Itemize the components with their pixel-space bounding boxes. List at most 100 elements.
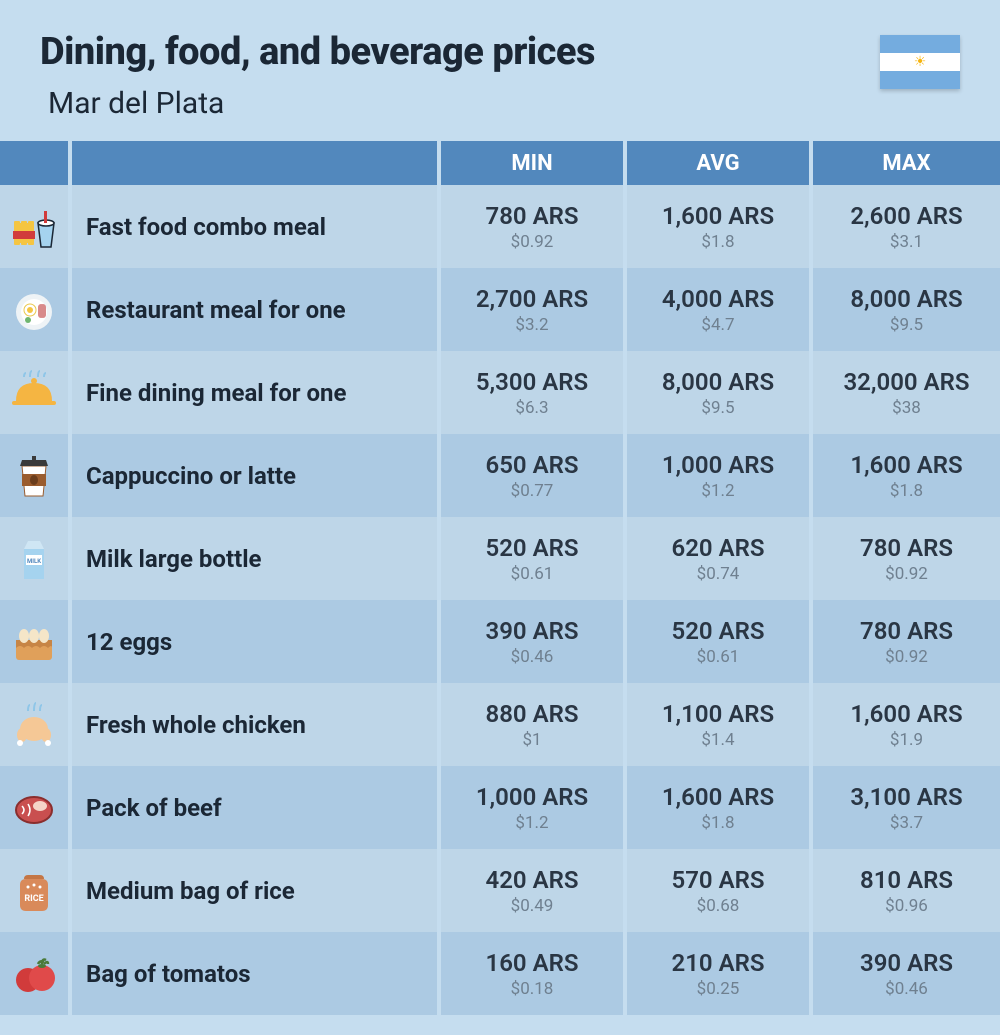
price-avg-ars: 1,600 ARS	[662, 783, 774, 811]
price-avg-usd: $0.74	[697, 564, 740, 584]
price-max: 780 ARS$0.92	[813, 600, 1000, 683]
price-min: 650 ARS$0.77	[441, 434, 627, 517]
tomato-icon	[0, 932, 72, 1015]
beef-icon	[0, 766, 72, 849]
price-max-usd: $38	[892, 398, 921, 418]
table-row: Fresh whole chicken880 ARS$11,100 ARS$1.…	[0, 683, 1000, 766]
price-avg-usd: $1.2	[701, 481, 734, 501]
price-min: 420 ARS$0.49	[441, 849, 627, 932]
item-name: Bag of tomatos	[72, 932, 441, 1015]
item-name: Milk large bottle	[72, 517, 441, 600]
col-header-icon	[0, 141, 72, 185]
rice-icon	[0, 849, 72, 932]
price-max-usd: $9.5	[890, 315, 923, 335]
price-max-usd: $0.92	[885, 564, 928, 584]
price-avg-usd: $4.7	[701, 315, 734, 335]
price-max: 2,600 ARS$3.1	[813, 185, 1000, 268]
price-min-usd: $1	[522, 730, 541, 750]
table-row: Pack of beef1,000 ARS$1.2 1,600 ARS$1.8 3,…	[0, 766, 1000, 849]
chicken-icon	[0, 683, 72, 766]
price-max: 1,600 ARS$1.9	[813, 683, 1000, 766]
table-body: Fast food combo meal780 ARS$0.921,600 AR…	[0, 185, 1000, 1015]
table-row: Medium bag of rice420 ARS$0.49570 ARS$0.…	[0, 849, 1000, 932]
item-name: 12 eggs	[72, 600, 441, 683]
price-min-usd: $6.3	[515, 398, 548, 418]
price-min: 2,700 ARS$3.2	[441, 268, 627, 351]
price-avg-ars: 1,600 ARS	[662, 202, 774, 230]
item-name: Fine dining meal for one	[72, 351, 441, 434]
price-max-usd: $3.1	[890, 232, 923, 252]
price-min: 5,300 ARS$6.3	[441, 351, 627, 434]
price-max: 1,600 ARS$1.8	[813, 434, 1000, 517]
price-min: 520 ARS$0.61	[441, 517, 627, 600]
price-min-ars: 160 ARS	[485, 949, 578, 977]
price-max-ars: 8,000 ARS	[850, 285, 962, 313]
price-min-usd: $0.92	[511, 232, 554, 252]
price-max-ars: 780 ARS	[860, 534, 953, 562]
price-min-usd: $0.46	[511, 647, 554, 667]
cloche-icon	[0, 351, 72, 434]
price-max-usd: $3.7	[890, 813, 923, 833]
price-min-ars: 5,300 ARS	[476, 368, 588, 396]
table-row: 12 eggs390 ARS$0.46520 ARS$0.61780 ARS$0…	[0, 600, 1000, 683]
fastfood-icon	[0, 185, 72, 268]
item-name: Restaurant meal for one	[72, 268, 441, 351]
price-max-ars: 32,000 ARS	[843, 368, 969, 396]
price-max: 390 ARS$0.46	[813, 932, 1000, 1015]
price-avg-usd: $9.5	[701, 398, 734, 418]
header-text: Dining, food, and beverage prices Mar de…	[40, 30, 880, 121]
price-min-ars: 520 ARS	[485, 534, 578, 562]
table-row: Fine dining meal for one5,300 ARS$6.38,0…	[0, 351, 1000, 434]
price-max: 3,100 ARS$3.7	[813, 766, 1000, 849]
price-avg-ars: 4,000 ARS	[662, 285, 774, 313]
item-name: Medium bag of rice	[72, 849, 441, 932]
col-header-avg: AVG	[627, 141, 813, 185]
price-min: 390 ARS$0.46	[441, 600, 627, 683]
price-min-usd: $0.18	[511, 979, 554, 999]
price-avg-ars: 520 ARS	[671, 617, 764, 645]
price-avg-ars: 1,000 ARS	[662, 451, 774, 479]
item-name: Cappuccino or latte	[72, 434, 441, 517]
item-name: Fresh whole chicken	[72, 683, 441, 766]
table-row: Cappuccino or latte650 ARS$0.77 1,000 ARS…	[0, 434, 1000, 517]
col-header-max: MAX	[813, 141, 1000, 185]
price-max-ars: 1,600 ARS	[850, 451, 962, 479]
price-min: 880 ARS$1	[441, 683, 627, 766]
eggs-icon	[0, 600, 72, 683]
col-header-name	[72, 141, 441, 185]
price-avg: 8,000 ARS$9.5	[627, 351, 813, 434]
price-avg-ars: 1,100 ARS	[662, 700, 774, 728]
item-name: Pack of beef	[72, 766, 441, 849]
price-avg-usd: $0.25	[697, 979, 740, 999]
price-avg: 1,600 ARS$1.8	[627, 185, 813, 268]
price-table: MIN AVG MAX Fast food combo meal780 ARS$…	[0, 141, 1000, 1015]
price-max-usd: $0.46	[885, 979, 928, 999]
price-avg-usd: $1.8	[701, 813, 734, 833]
price-avg: 570 ARS$0.68	[627, 849, 813, 932]
page-title: Dining, food, and beverage prices	[40, 30, 880, 74]
price-min: 160 ARS$0.18	[441, 932, 627, 1015]
header: Dining, food, and beverage prices Mar de…	[0, 0, 1000, 141]
price-max-ars: 780 ARS	[860, 617, 953, 645]
coffee-icon	[0, 434, 72, 517]
price-max-usd: $0.96	[885, 896, 928, 916]
price-avg: 4,000 ARS$4.7	[627, 268, 813, 351]
price-max-ars: 810 ARS	[860, 866, 953, 894]
price-min: 780 ARS$0.92	[441, 185, 627, 268]
price-min-ars: 390 ARS	[485, 617, 578, 645]
price-min-usd: $0.49	[511, 896, 554, 916]
price-min-ars: 880 ARS	[485, 700, 578, 728]
milk-icon	[0, 517, 72, 600]
price-max-ars: 390 ARS	[860, 949, 953, 977]
flag-argentina-icon: ☀	[880, 35, 960, 89]
price-min: 1,000 ARS$1.2	[441, 766, 627, 849]
price-max-ars: 2,600 ARS	[850, 202, 962, 230]
price-max: 8,000 ARS$9.5	[813, 268, 1000, 351]
price-max: 780 ARS$0.92	[813, 517, 1000, 600]
price-min-usd: $0.77	[511, 481, 554, 501]
price-avg-usd: $1.4	[701, 730, 734, 750]
price-min-usd: $1.2	[515, 813, 548, 833]
price-avg: 210 ARS$0.25	[627, 932, 813, 1015]
page-subtitle: Mar del Plata	[48, 86, 880, 121]
breakfast-icon	[0, 268, 72, 351]
